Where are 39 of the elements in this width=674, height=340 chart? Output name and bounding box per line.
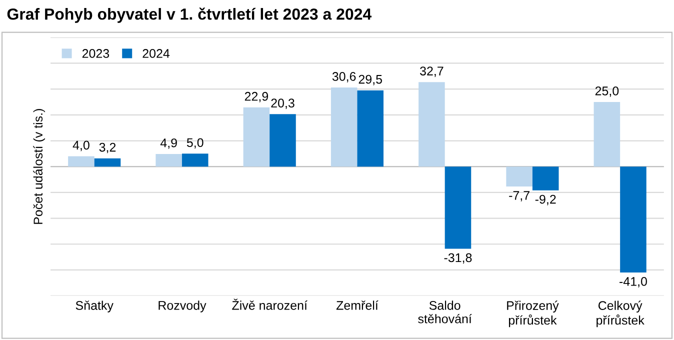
x-tick-label: Zemřelí (336, 300, 378, 310)
chart-title: Graf Pohyb obyvatel v 1. čtvrtletí let 2023 a 2024 (7, 8, 372, 23)
data-label: 4,9 (160, 138, 177, 149)
x-tick-label: Sňatky (76, 300, 114, 312)
bar (156, 154, 182, 167)
bar (444, 166, 472, 249)
data-label: 22,9 (244, 92, 268, 102)
bar (532, 166, 559, 190)
data-label: 32,7 (420, 66, 444, 77)
data-label: -31,8 (444, 253, 472, 264)
bar (182, 154, 208, 167)
bar (330, 88, 358, 167)
data-label: -7,7 (509, 191, 530, 202)
data-label: 5,0 (186, 138, 204, 149)
data-label: 30,6 (332, 72, 356, 82)
legend-label: 2023 (82, 49, 110, 58)
data-label: -9,2 (535, 194, 556, 206)
bar (243, 107, 270, 167)
bar (620, 166, 646, 273)
bar (594, 102, 620, 167)
x-tick-label: Rozvody (158, 300, 206, 312)
bar (270, 114, 296, 167)
bar (68, 156, 94, 167)
legend-label: 2024 (142, 49, 170, 58)
data-label: -41,0 (620, 277, 647, 288)
x-tick-label: Saldo stěhování (418, 300, 472, 324)
bar (418, 82, 445, 167)
bar (94, 158, 121, 167)
data-label: 29,5 (358, 74, 382, 86)
data-label: 4,0 (72, 140, 90, 152)
data-label: 3,2 (99, 142, 116, 154)
bar (357, 90, 384, 167)
x-tick-label: Celkový přírůstek (596, 300, 644, 328)
x-tick-label: Živě narození (232, 298, 308, 310)
data-label: 20,3 (271, 98, 294, 109)
bar (506, 166, 532, 186)
y-axis-title: Počet událostí (v tis.) (33, 109, 45, 224)
data-label: 25,0 (595, 86, 619, 97)
x-tick-label: Přirozený přírůstek (507, 300, 559, 328)
